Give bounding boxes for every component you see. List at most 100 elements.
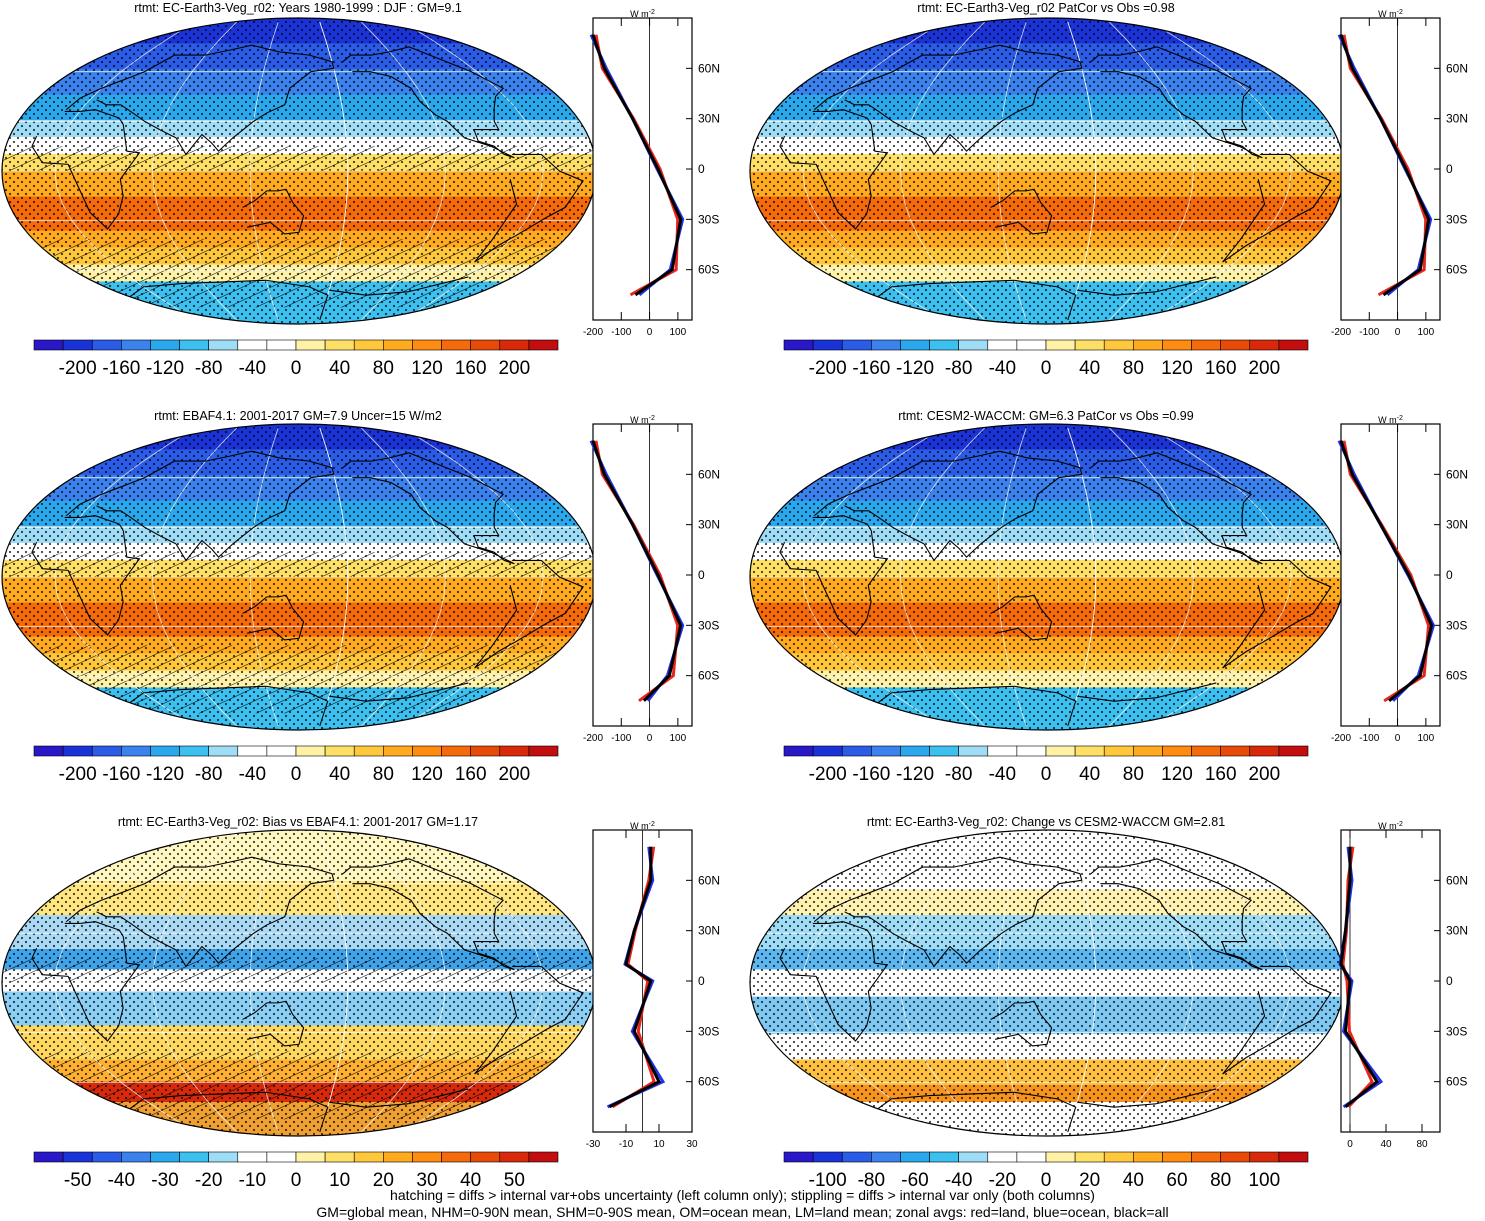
colorbar-box — [1191, 339, 1221, 351]
colorbar-label: -60 — [901, 1170, 928, 1191]
colorbar-label: 30 — [416, 1170, 437, 1191]
lat-label: 30N — [1446, 924, 1468, 938]
graticule-lon — [402, 833, 544, 1133]
colorbar-box — [1103, 1151, 1134, 1163]
world-map-6 — [749, 829, 1345, 1137]
colorbar-label: 10 — [329, 1170, 350, 1191]
graticule-lon — [997, 21, 1027, 321]
value-tick-label: -100 — [1359, 733, 1379, 744]
lat-label: 30S — [698, 1024, 719, 1038]
colorbar-box — [871, 745, 901, 757]
profile-frame — [592, 423, 693, 727]
colorbar-box — [812, 745, 843, 757]
colorbar-box — [1016, 745, 1047, 757]
graticule-lon — [361, 833, 446, 1133]
colorbar-box — [871, 339, 901, 351]
graticule-lon — [1109, 427, 1194, 727]
colorbar-box — [900, 339, 930, 351]
colorbar-box — [324, 1151, 355, 1163]
coastline — [1222, 153, 1332, 263]
colorbar-box — [783, 1151, 814, 1163]
coastline — [474, 559, 584, 669]
colorbar-label: -120 — [146, 358, 184, 379]
zonal-profile-5: 60N 30N 0 30S 60S -30 -10 10 30 W m-2 — [586, 821, 720, 1150]
colorbar-label: 160 — [1205, 764, 1237, 785]
lat-label: 30N — [698, 924, 720, 938]
colorbar-box — [958, 339, 989, 351]
colorbar-box — [1278, 339, 1309, 351]
colorbar-box — [987, 339, 1018, 351]
colorbar-box — [121, 745, 151, 757]
colorbar-box — [295, 745, 326, 757]
colorbar-box — [295, 339, 326, 351]
profile-all-line — [591, 34, 683, 297]
colorbar-box — [1103, 745, 1134, 757]
coastline — [1090, 452, 1263, 565]
colorbar-label: -40 — [239, 764, 266, 785]
colorbar-box — [783, 339, 814, 351]
colorbar-label: 0 — [1041, 764, 1052, 785]
footer-line-1: hatching = diffs > internal var+obs unce… — [390, 1187, 1095, 1203]
profile-unit: W m-2 — [1378, 415, 1403, 425]
colorbar-label: 20 — [1079, 1170, 1100, 1191]
graticule-lon — [319, 427, 349, 727]
zonal-profile-2: 60N 30N 0 30S 60S -200 -100 0 100 W m-2 — [1331, 9, 1468, 338]
hatching-south — [2, 239, 596, 308]
colorbar-box — [441, 1151, 471, 1163]
colorbar-label: -30 — [151, 1170, 178, 1191]
colorbar-box — [441, 745, 471, 757]
profile-frame — [592, 17, 693, 321]
coastline — [877, 279, 1077, 321]
colorbar-box — [266, 1151, 297, 1163]
colorbar-label: 60 — [1166, 1170, 1187, 1191]
profile-unit: W m-2 — [630, 821, 655, 831]
coastline — [65, 450, 335, 562]
footer-line-2: GM=global mean, NHM=0-90N mean, SHM=0-90… — [316, 1204, 1169, 1220]
colorbar-box — [499, 339, 530, 351]
colorbar-label: 20 — [373, 1170, 394, 1191]
colorbar-label: 0 — [291, 1170, 302, 1191]
colorbar-box — [929, 745, 959, 757]
value-tick-label: -100 — [1359, 327, 1379, 338]
colorbar-box — [1045, 745, 1076, 757]
colorbar-box — [266, 339, 297, 351]
profile-frame — [1340, 829, 1441, 1133]
lat-label: 0 — [698, 162, 705, 176]
lat-label: 60S — [1446, 669, 1467, 683]
lat-label: 60N — [698, 61, 720, 75]
colorbar-box — [987, 745, 1018, 757]
lat-label: 60N — [1446, 467, 1468, 481]
coastline — [990, 594, 1053, 641]
graticule-lon — [1150, 833, 1292, 1133]
colorbar-label: -80 — [858, 1170, 885, 1191]
colorbar-box — [1278, 1151, 1309, 1163]
colorbar-label: -100 — [809, 1170, 847, 1191]
colorbar-box — [179, 745, 209, 757]
colorbar-box — [871, 1151, 901, 1163]
colorbar-label: 200 — [1248, 764, 1280, 785]
colorbar-box — [1133, 1151, 1163, 1163]
colorbar-label: -160 — [102, 764, 140, 785]
colorbar-label: -80 — [195, 358, 222, 379]
value-tick-label: 0 — [1347, 1139, 1353, 1150]
lat-label: 30S — [1446, 212, 1467, 226]
graticule-lon — [152, 427, 237, 727]
graticule-lon — [152, 833, 237, 1133]
value-tick-label: -100 — [611, 327, 631, 338]
colorbar-box — [62, 339, 93, 351]
colorbar-box — [812, 1151, 843, 1163]
colorbar-box — [383, 339, 413, 351]
colorbar-box — [179, 339, 209, 351]
graticule-lon — [402, 427, 544, 727]
coastline — [329, 276, 469, 296]
coastline — [779, 109, 889, 230]
coastline — [65, 856, 335, 968]
profile-unit: W m-2 — [630, 415, 655, 425]
graticule-lon — [1109, 21, 1194, 321]
profile-all-line — [1339, 440, 1434, 702]
value-tick-label: 10 — [653, 1139, 665, 1150]
colorbar-box — [324, 745, 355, 757]
world-map-1 — [1, 17, 597, 325]
value-tick-label: 0 — [647, 733, 653, 744]
coastline — [990, 188, 1053, 235]
